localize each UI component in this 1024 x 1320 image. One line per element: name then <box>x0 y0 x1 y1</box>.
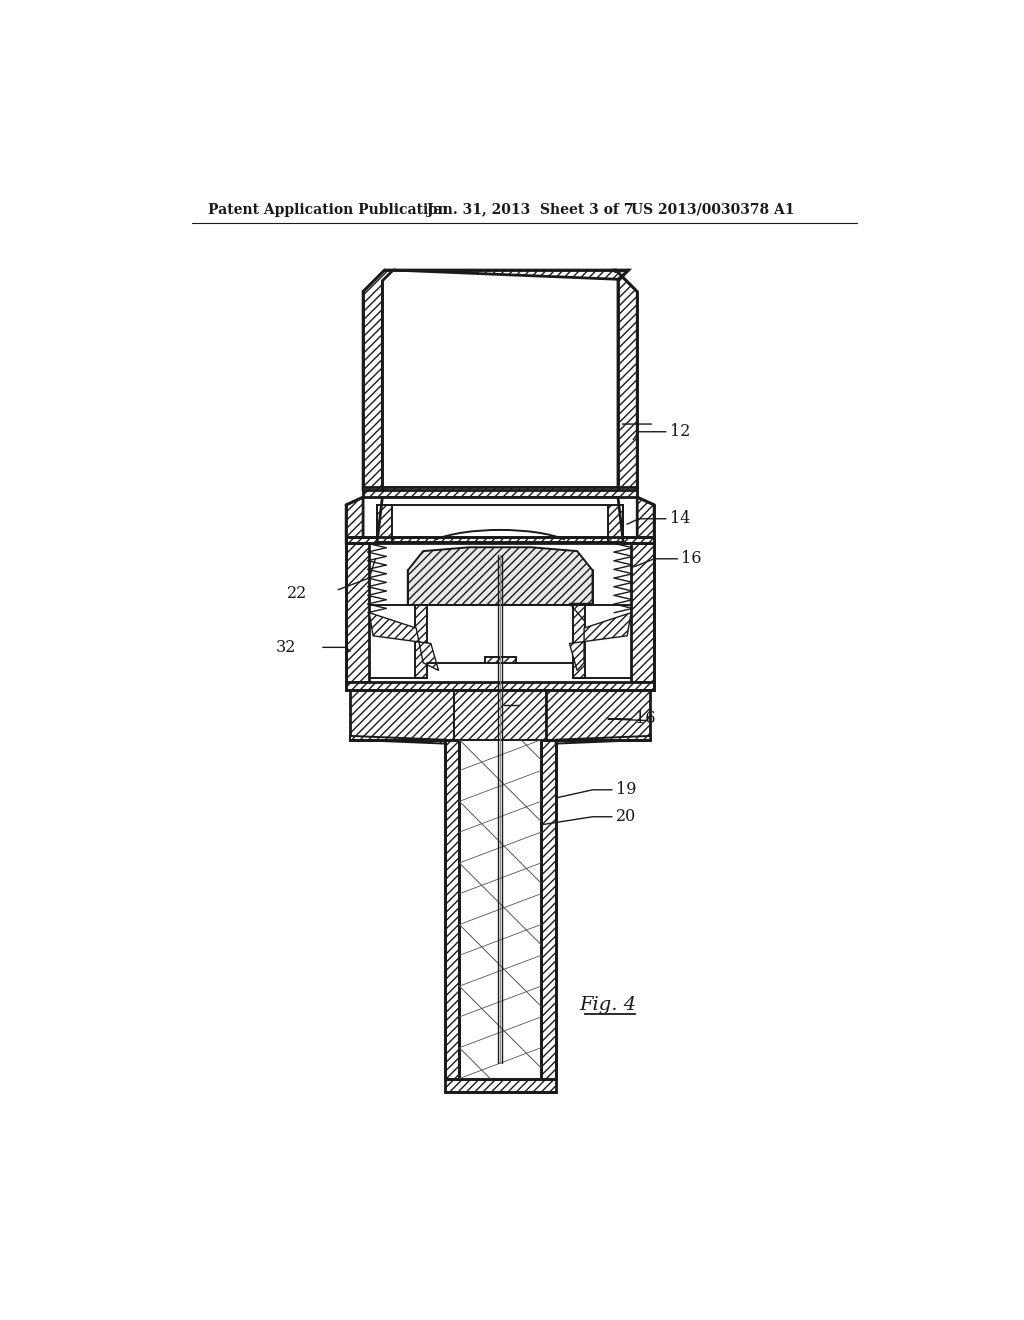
Polygon shape <box>484 656 515 663</box>
Polygon shape <box>547 689 650 739</box>
Text: 14: 14 <box>670 511 690 527</box>
Polygon shape <box>573 605 585 678</box>
Polygon shape <box>393 271 629 280</box>
Polygon shape <box>346 682 654 689</box>
Text: Jan. 31, 2013  Sheet 3 of 7: Jan. 31, 2013 Sheet 3 of 7 <box>427 203 634 216</box>
Polygon shape <box>608 506 624 543</box>
Text: US 2013/0030378 A1: US 2013/0030378 A1 <box>631 203 795 216</box>
Text: 22: 22 <box>288 585 307 602</box>
Text: 19: 19 <box>615 781 636 799</box>
Polygon shape <box>444 1078 556 1093</box>
Polygon shape <box>364 271 393 490</box>
Polygon shape <box>377 506 392 543</box>
Polygon shape <box>408 548 593 605</box>
Text: 17: 17 <box>558 593 579 610</box>
Text: Fig. 4: Fig. 4 <box>580 997 637 1014</box>
Polygon shape <box>350 737 444 743</box>
Polygon shape <box>346 498 364 544</box>
Polygon shape <box>569 612 631 671</box>
Text: 32: 32 <box>275 639 296 656</box>
Text: 16: 16 <box>635 710 655 727</box>
Text: 20: 20 <box>615 808 636 825</box>
Text: 28: 28 <box>523 697 544 714</box>
Polygon shape <box>346 544 370 682</box>
Polygon shape <box>637 498 654 544</box>
Polygon shape <box>346 537 654 544</box>
Polygon shape <box>444 739 460 1078</box>
Polygon shape <box>631 544 654 682</box>
Polygon shape <box>416 605 427 678</box>
Polygon shape <box>454 689 547 739</box>
Polygon shape <box>615 271 637 490</box>
Text: 12: 12 <box>670 424 690 441</box>
Text: 16: 16 <box>681 550 701 568</box>
Polygon shape <box>370 612 438 671</box>
Polygon shape <box>541 739 556 1078</box>
Polygon shape <box>364 487 637 498</box>
Polygon shape <box>556 737 650 743</box>
Polygon shape <box>350 689 454 739</box>
Text: Patent Application Publication: Patent Application Publication <box>208 203 447 216</box>
